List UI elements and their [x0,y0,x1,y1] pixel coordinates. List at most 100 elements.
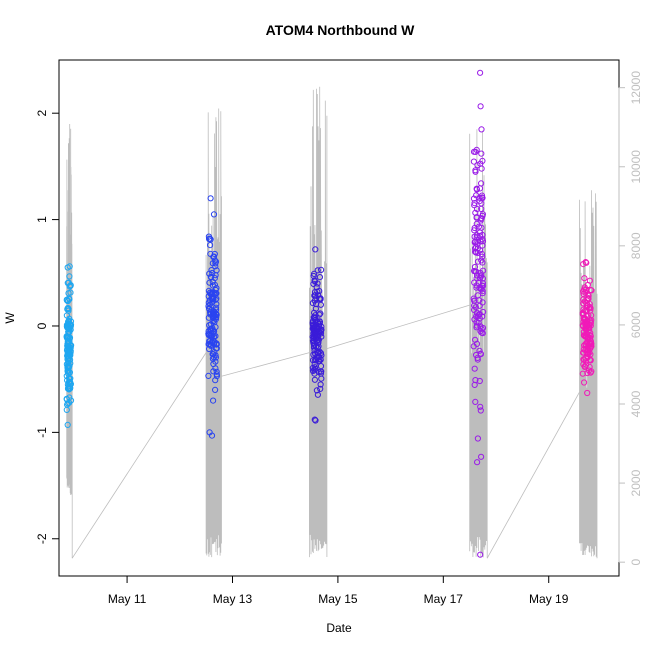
data-point [579,309,586,316]
data-point [474,205,481,213]
data-point [66,394,73,401]
data-point [317,385,324,392]
data-point [587,357,594,364]
data-point [584,346,591,353]
data-point [67,344,74,351]
data-point [475,311,483,318]
data-point [479,299,486,306]
plot-frame [58,59,620,577]
data-point [210,397,217,404]
data-point [66,273,73,280]
data-point [472,245,479,252]
data-point [582,286,589,293]
data-point [318,326,325,333]
data-point [211,275,218,282]
data-point [314,391,321,398]
data-point [472,304,479,311]
data-point [314,267,321,274]
data-point [205,293,212,300]
data-point [471,279,478,286]
data-point [213,267,220,274]
data-point [316,274,323,281]
data-point [317,296,324,303]
data-point [474,162,481,169]
data-point [67,347,74,355]
data-point [478,180,485,187]
data-point [313,357,320,364]
secondary-line-burst-0 [66,123,73,559]
data-point [580,361,587,368]
data-point [473,185,480,192]
data-point [312,318,319,325]
data-point [479,212,486,220]
data-point [312,417,319,424]
y-tick-label: -2 [35,533,49,544]
y2-tick-label: 0 [629,559,643,566]
data-point [67,397,75,404]
data-point [582,355,589,362]
data-point [212,386,219,393]
data-point [477,551,484,558]
data-point [209,325,216,332]
data-point [472,148,479,155]
y-axis: -2 -1 0 1 2 [35,110,60,544]
data-point [66,315,73,322]
data-point [206,270,213,277]
data-point [65,353,72,360]
secondary-line-connector-2 [326,304,470,349]
data-point [311,289,319,296]
y2-tick-label: 2000 [629,469,643,496]
data-point [474,435,481,442]
data-point [588,287,595,294]
data-point [473,340,481,347]
data-point [474,356,481,363]
data-point [472,167,479,174]
y-tick-label: 2 [35,110,49,117]
data-point [212,258,220,265]
data-point [209,260,216,267]
data-point [478,272,485,279]
data-point [64,385,72,392]
data-point [473,234,480,241]
data-point [64,324,71,331]
data-point [584,389,591,397]
data-point [64,421,71,428]
data-point [478,205,485,212]
data-point [586,277,594,284]
data-point [208,432,216,439]
secondary-line-connector-1 [221,352,310,377]
data-point [583,259,590,266]
data-point [478,250,485,258]
data-point [311,416,318,423]
y2-tick-label: 6000 [629,311,643,338]
data-point [315,369,322,376]
x-tick-label: May 19 [529,592,569,606]
data-point [67,381,75,388]
secondary-line-connector-3 [486,391,580,559]
data-point [476,198,483,205]
secondary-line-burst-2 [309,86,328,558]
data-point [471,316,478,323]
data-point [64,298,71,305]
data-point [207,195,214,202]
data-point [476,347,483,354]
data-point [471,227,478,234]
data-point [211,328,218,335]
data-point [478,150,485,157]
data-point [476,377,483,385]
data-point [478,453,485,460]
x-tick-label: May 17 [424,592,464,606]
data-point [479,253,486,260]
data-point [471,302,478,309]
data-point [474,258,482,265]
y-tick-label: -1 [35,427,49,438]
chart-title: ATOM4 Northbound W [266,22,416,38]
secondary-line-connector-0 [71,352,207,559]
data-point [206,338,213,345]
data-point [213,285,220,292]
data-point [473,192,480,199]
data-point [472,377,479,384]
data-point [207,242,214,249]
data-point [479,259,486,266]
data-point [213,372,220,380]
